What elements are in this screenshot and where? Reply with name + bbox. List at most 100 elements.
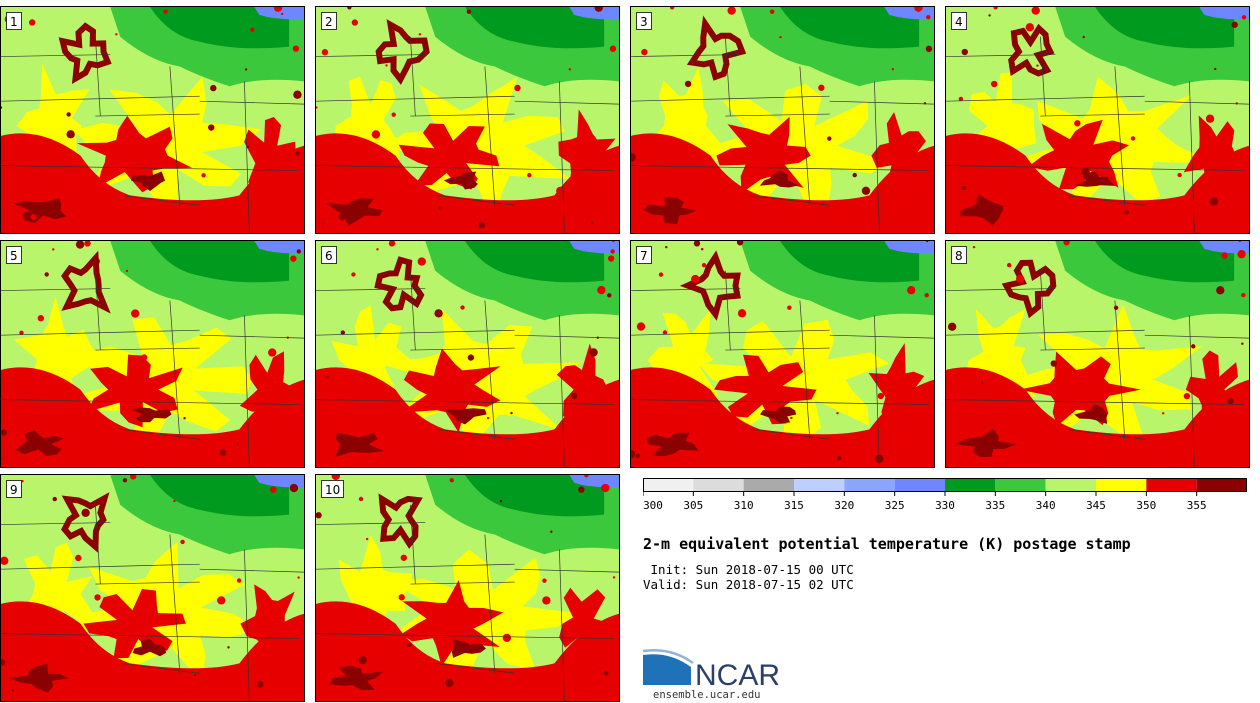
colorbar-swatch <box>1146 478 1197 492</box>
member-label: 8 <box>951 246 967 264</box>
state-border <box>316 288 426 291</box>
field-speckle <box>578 486 585 493</box>
field-speckle <box>277 219 282 224</box>
field-speckle <box>1063 241 1070 246</box>
colorbar-swatch <box>894 478 945 492</box>
field-band-355 <box>443 171 478 190</box>
state-border <box>946 329 1145 336</box>
field-band-355 <box>1008 23 1055 77</box>
state-border <box>1065 194 1145 206</box>
state-border <box>559 315 565 467</box>
field-band-355 <box>374 256 425 312</box>
field-speckle <box>665 245 668 249</box>
state-border <box>1 165 300 171</box>
field-speckle <box>556 186 565 196</box>
field-speckle <box>282 221 285 224</box>
field-speckle <box>693 241 701 247</box>
member-label: 2 <box>321 12 337 30</box>
field-speckle <box>19 330 24 335</box>
field-band-350 <box>398 123 500 190</box>
field-band-355 <box>132 638 167 657</box>
field-speckle <box>837 456 842 461</box>
field-speckle <box>914 7 923 12</box>
field-speckle <box>66 130 75 139</box>
field-speckle <box>631 450 636 459</box>
field-speckle <box>321 49 329 56</box>
field-speckle <box>1171 208 1174 212</box>
field-speckle <box>551 454 560 464</box>
field-band-355 <box>679 250 741 321</box>
field-band-330 <box>780 7 920 49</box>
state-border <box>631 329 830 336</box>
colorbar: 300 305 310 315 320 325 330 335 340 345 350 355 <box>643 478 1247 512</box>
map-svg <box>946 241 1249 467</box>
field-speckle <box>954 453 959 458</box>
field-speckle <box>542 578 547 583</box>
field-band-355 <box>13 198 67 224</box>
state-border <box>1040 113 1145 117</box>
field-water <box>1199 241 1249 254</box>
field-speckle <box>601 483 610 493</box>
field-speckle <box>901 197 910 206</box>
field-speckle <box>608 151 613 156</box>
field-speckle <box>191 444 196 449</box>
field-speckle <box>7 201 12 207</box>
field-speckle <box>597 285 606 295</box>
state-border <box>725 347 830 351</box>
field-band-350 <box>871 112 926 194</box>
field-band-350 <box>240 584 300 673</box>
field-band-355 <box>326 198 383 226</box>
field-speckle <box>326 376 329 379</box>
state-border <box>1189 81 1195 233</box>
field-band-350 <box>558 109 616 198</box>
state-border <box>725 270 731 351</box>
colorbar-tick-label: 330 <box>935 499 955 512</box>
state-border <box>1040 347 1145 351</box>
field-speckle <box>428 167 437 176</box>
field-speckle <box>1141 456 1146 461</box>
member-panel: 2 <box>315 6 620 234</box>
map-svg <box>1 7 304 233</box>
field-speckle <box>270 486 277 493</box>
field-speckle <box>445 678 454 688</box>
colorbar-swatch <box>643 478 694 492</box>
field-speckle <box>486 416 490 420</box>
field-speckle <box>737 309 747 318</box>
field-speckle <box>584 475 589 478</box>
state-border <box>631 399 930 405</box>
field-speckle <box>388 241 396 247</box>
field-speckle <box>295 151 300 156</box>
field-speckle <box>517 444 522 449</box>
state-border <box>631 95 830 102</box>
field-speckle <box>589 348 598 357</box>
field-speckle <box>193 673 197 677</box>
field-band-355 <box>375 19 430 85</box>
field-band-355 <box>378 493 423 549</box>
field-speckle <box>946 222 950 225</box>
state-border <box>1189 315 1195 467</box>
field-band-350 <box>400 348 501 433</box>
field-speckle <box>273 7 283 12</box>
field-water <box>254 7 304 20</box>
state-border <box>169 534 181 674</box>
field-speckle <box>701 263 707 268</box>
field-speckle <box>228 456 233 461</box>
field-speckle <box>249 186 259 196</box>
field-speckle <box>52 496 57 502</box>
state-border <box>410 270 416 351</box>
member-label: 9 <box>6 480 22 498</box>
field-band-345 <box>76 541 259 683</box>
field-speckle <box>993 7 998 10</box>
field-water <box>1199 7 1249 20</box>
state-border <box>559 81 565 233</box>
field-band-355 <box>646 432 699 457</box>
field-speckle <box>571 392 578 400</box>
field-speckle <box>631 153 636 162</box>
field-speckle <box>1 617 4 622</box>
state-border <box>95 270 101 351</box>
member-panel: 5 <box>0 240 305 468</box>
state-border <box>514 568 619 573</box>
colorbar-tick-label: 325 <box>885 499 905 512</box>
field-speckle <box>946 153 953 162</box>
field-band-330 <box>465 241 605 283</box>
